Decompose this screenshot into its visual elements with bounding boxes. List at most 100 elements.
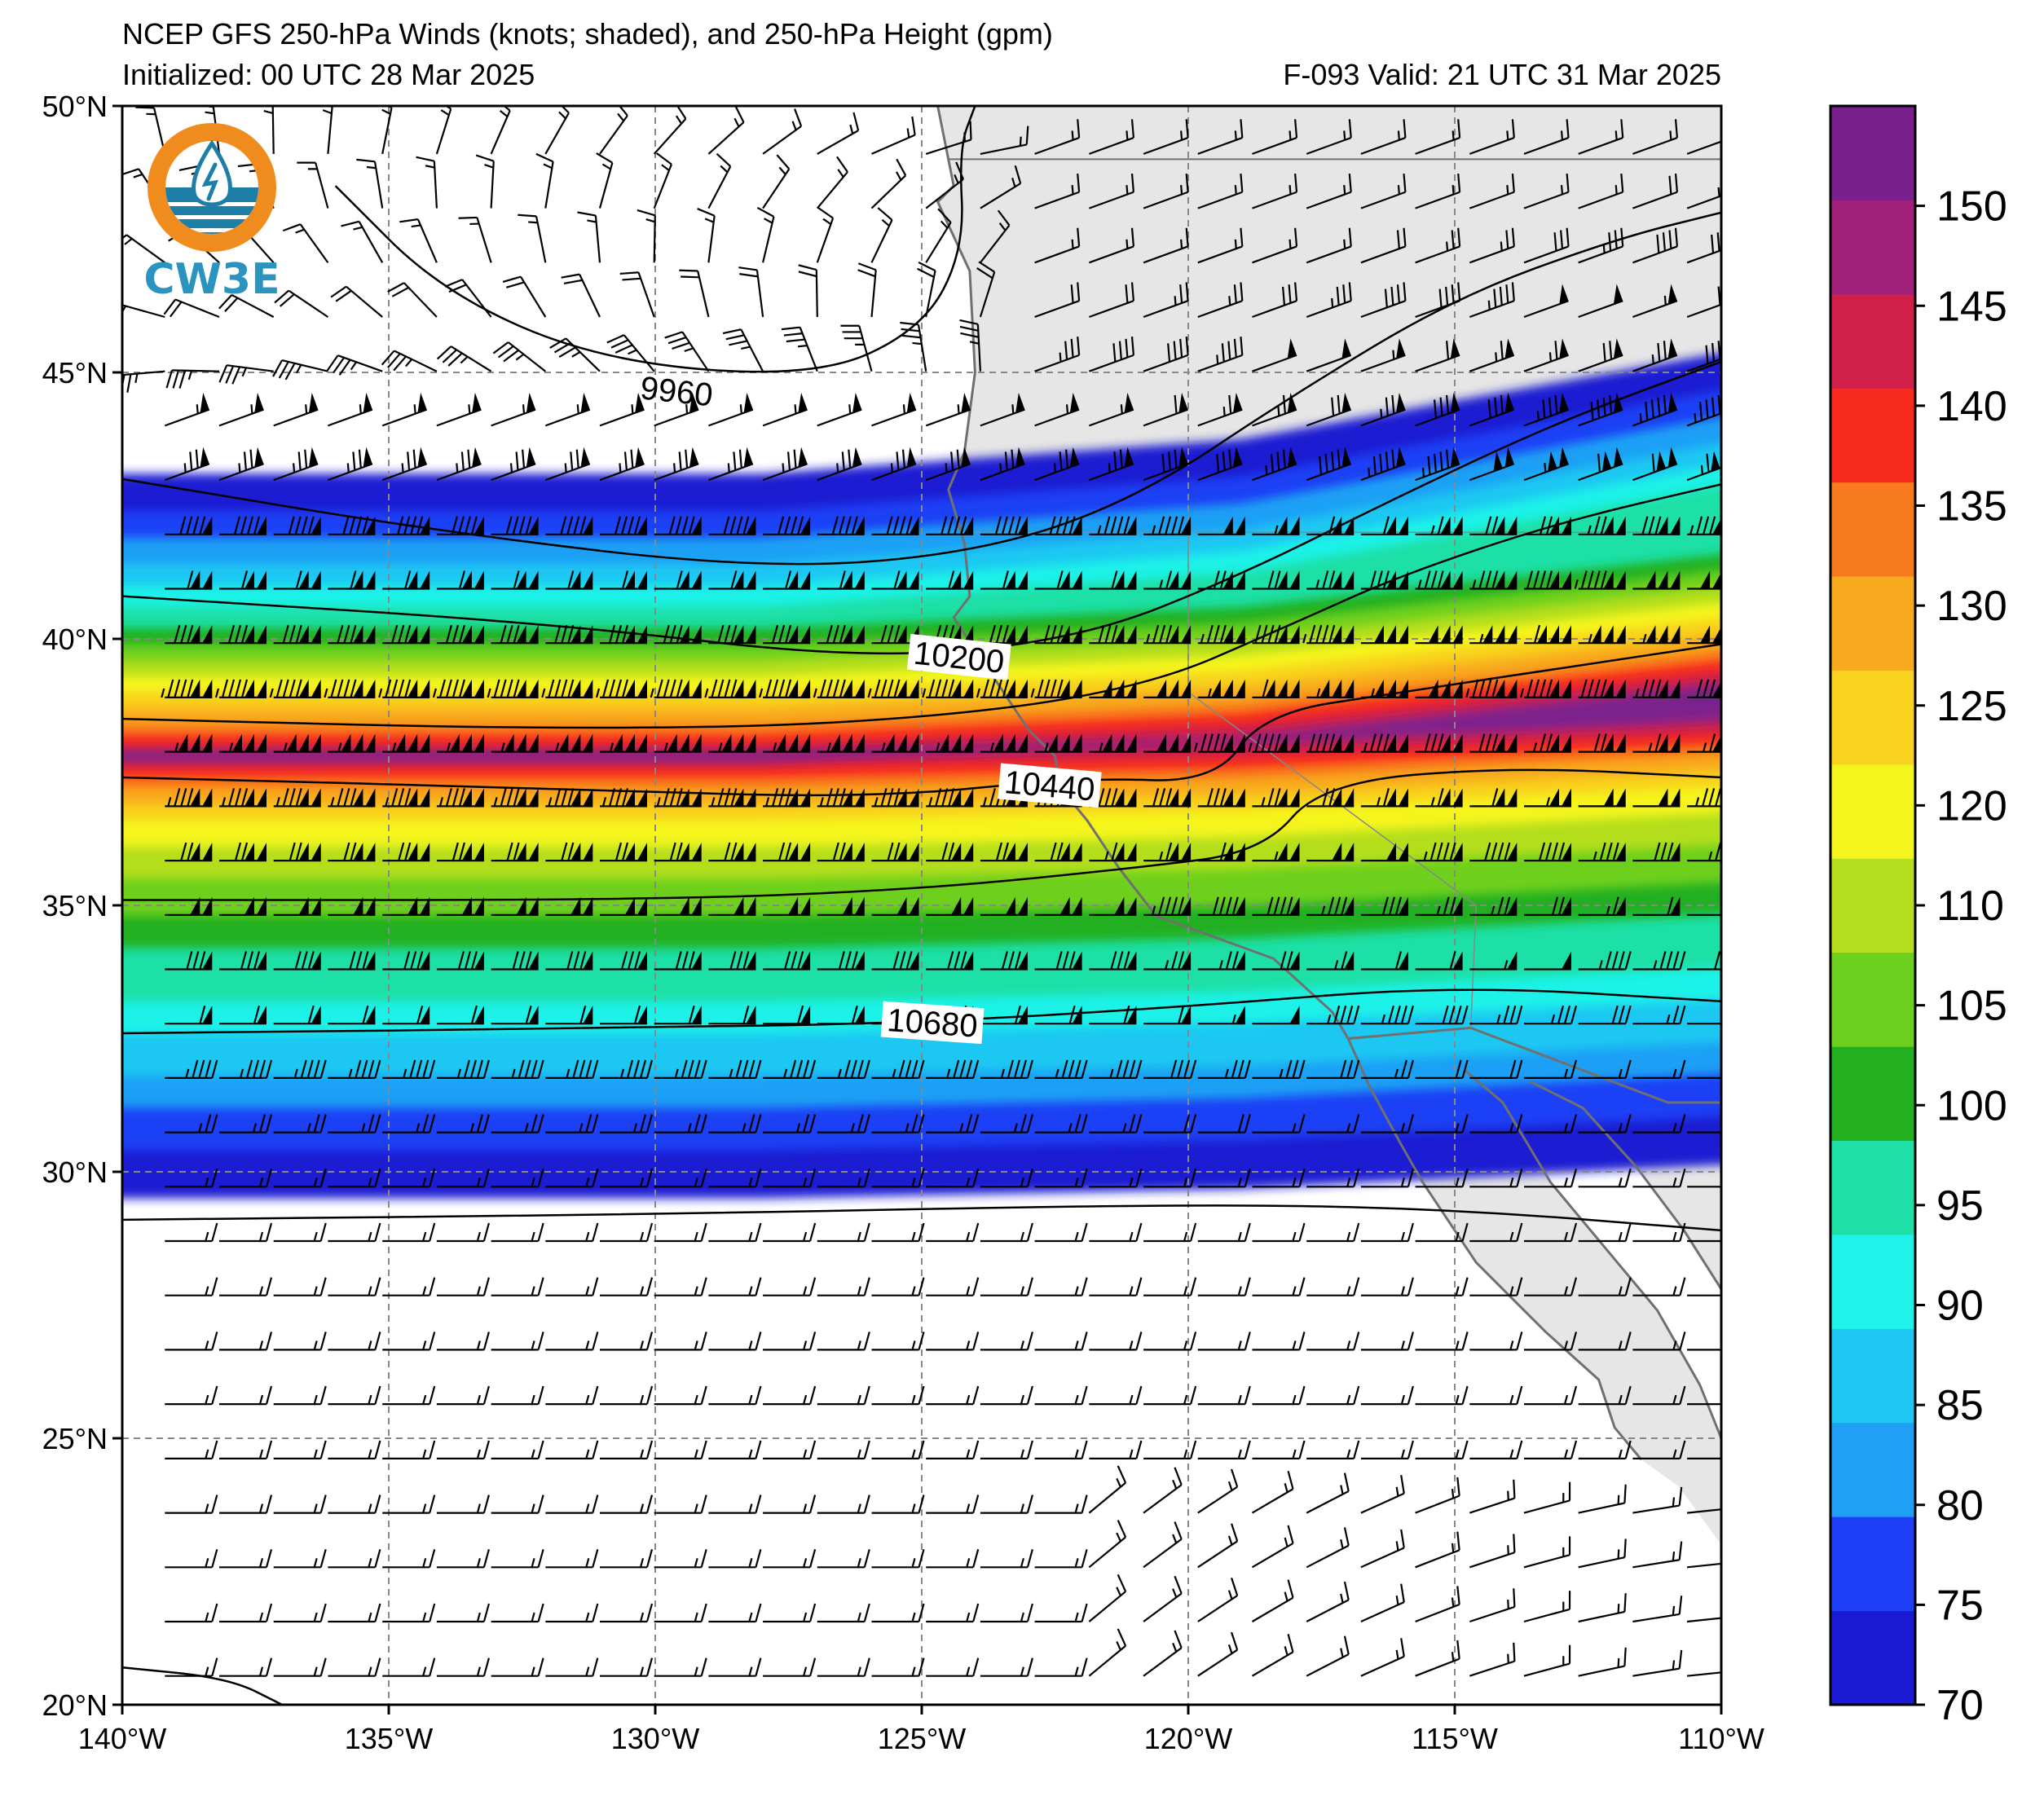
barb-half	[1507, 1599, 1509, 1609]
barb-half	[1592, 851, 1597, 861]
barb-half	[632, 1123, 638, 1133]
barb-full	[1679, 1059, 1686, 1079]
barb-half	[694, 1503, 698, 1513]
barb-full	[265, 1169, 273, 1187]
barb-half	[1193, 742, 1198, 752]
barb-staff	[1469, 1660, 1515, 1677]
wind-barb	[654, 1332, 707, 1351]
barb-full	[776, 154, 791, 170]
wind-barb	[1687, 1076, 1721, 1080]
barb-full	[905, 516, 913, 535]
wind-barb	[1197, 173, 1244, 209]
barb-full	[1225, 951, 1232, 970]
barb-full	[667, 337, 687, 345]
wind-barb	[381, 447, 428, 482]
barb-half	[1562, 1547, 1565, 1557]
barb-half	[619, 1068, 625, 1079]
barb-pennant	[1344, 951, 1355, 970]
wind-barb	[1197, 1440, 1251, 1460]
barb-full	[1174, 1575, 1183, 1594]
barb-staff	[1632, 1559, 1680, 1569]
wind-barb	[926, 1385, 980, 1406]
barb-full	[851, 951, 858, 970]
barb-full	[1443, 842, 1450, 861]
barb-full	[537, 1169, 544, 1187]
wind-barb	[1089, 1277, 1143, 1296]
barb-pennant	[311, 1006, 321, 1024]
barb-full	[1353, 1385, 1360, 1405]
barb-staff	[976, 324, 981, 372]
wind-barb	[708, 1657, 762, 1677]
wind-barb	[1632, 842, 1681, 862]
barb-pennant	[1181, 896, 1192, 915]
barb-full	[1274, 788, 1281, 807]
barb-full	[585, 1059, 592, 1079]
wind-barb	[980, 1114, 1033, 1134]
barb-full	[482, 1222, 490, 1242]
barb-pennant	[1344, 843, 1355, 861]
wind-barb	[545, 1603, 599, 1623]
barb-full	[240, 516, 248, 535]
wind-barb	[763, 1385, 817, 1406]
barb-full	[1170, 1059, 1178, 1079]
wind-barb	[382, 516, 430, 535]
barb-full	[1171, 951, 1178, 970]
wind-barb	[382, 1385, 436, 1406]
barb-pennant	[311, 679, 321, 698]
barb-half	[1509, 1231, 1514, 1242]
barb-full	[672, 341, 690, 350]
barb-half	[1465, 688, 1470, 698]
barb-pennant	[1287, 338, 1297, 359]
barb-pennant	[1559, 392, 1569, 413]
wind-barb	[1360, 392, 1406, 427]
barb-pennant	[1493, 451, 1503, 472]
barb-full	[664, 331, 683, 339]
barb-full	[863, 1494, 870, 1513]
wind-barb	[328, 392, 373, 427]
barb-half	[704, 218, 715, 223]
wind-barb	[1306, 788, 1355, 808]
barb-pennant	[1440, 788, 1451, 807]
barb-pennant	[830, 733, 840, 752]
wind-barb	[382, 1114, 436, 1134]
barb-staff	[1360, 1547, 1405, 1569]
wind-barb	[817, 1005, 865, 1025]
wind-barb	[1415, 227, 1461, 264]
wind-barb	[1578, 516, 1626, 535]
wind-barb	[1089, 951, 1137, 971]
barb-pennant	[691, 733, 702, 752]
wind-barb	[1034, 1114, 1088, 1134]
barb-full	[1570, 1114, 1578, 1133]
barb-full	[1233, 338, 1237, 358]
wind-barb	[1469, 788, 1518, 808]
speed-band-150	[122, 687, 1721, 762]
barb-half	[822, 218, 832, 226]
barb-full	[1600, 570, 1607, 589]
barb-full	[1513, 1642, 1516, 1662]
wind-barb	[328, 1332, 381, 1351]
barb-full	[451, 516, 458, 535]
wind-barb	[1306, 1472, 1350, 1514]
barb-full	[832, 788, 839, 807]
barb-half	[650, 688, 654, 698]
barb-pennant	[961, 447, 971, 468]
barb-staff	[762, 168, 791, 209]
wind-barb	[980, 1332, 1033, 1351]
barb-full	[645, 1332, 654, 1350]
wind-barb	[980, 516, 1028, 535]
barb-full	[192, 951, 200, 970]
barb-full	[918, 1657, 925, 1676]
barb-full	[627, 951, 635, 970]
wind-barb	[382, 1222, 436, 1243]
barb-full	[470, 516, 478, 535]
barb-staff	[599, 408, 645, 427]
wind-barb	[871, 1059, 925, 1080]
barb-half	[275, 797, 280, 807]
barb-pennant	[1222, 625, 1233, 644]
barb-full	[1623, 1538, 1627, 1558]
barb-full	[165, 370, 174, 389]
barb-half	[1635, 688, 1640, 698]
wind-barb	[545, 1005, 593, 1025]
wind-barb	[600, 1549, 654, 1569]
barb-full	[848, 449, 852, 469]
